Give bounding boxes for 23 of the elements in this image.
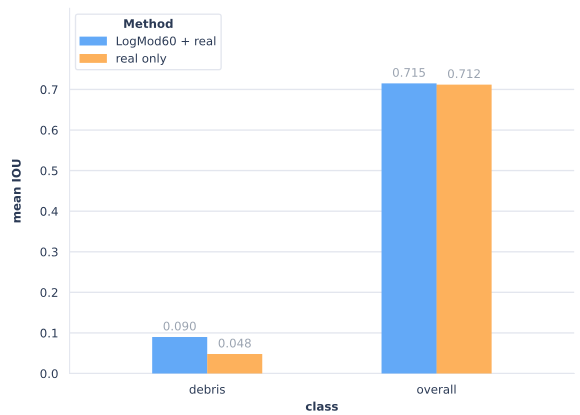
x-axis-title: class	[306, 402, 338, 411]
x-tick-label: debris	[190, 384, 225, 394]
y-tick-label: 0.7	[40, 85, 58, 94]
text: 0.715	[392, 68, 425, 77]
legend-label: LogMod60 + real	[116, 36, 216, 48]
y-tick-label: 0.5	[40, 166, 58, 176]
x-tick-label: overall	[417, 384, 456, 394]
bar	[436, 84, 492, 374]
text: 0.048	[218, 338, 251, 348]
legend-title: Method	[124, 18, 173, 28]
y-tick-label: 0.1	[40, 328, 58, 338]
y-tick-label: 0.0	[40, 369, 58, 378]
y-tick-label: 0.3	[40, 247, 58, 256]
bar	[207, 354, 262, 374]
y-tick-label: 0.2	[40, 288, 58, 297]
y-tick-label: 0.6	[40, 126, 58, 135]
bar	[152, 336, 208, 374]
y-axis-title: mean IOU	[12, 160, 21, 222]
legend-label: real only	[116, 54, 166, 66]
text: 0.712	[448, 69, 480, 78]
y-tick-label: 0.4	[40, 206, 58, 216]
text: 0.090	[164, 322, 196, 331]
bar	[382, 83, 437, 374]
